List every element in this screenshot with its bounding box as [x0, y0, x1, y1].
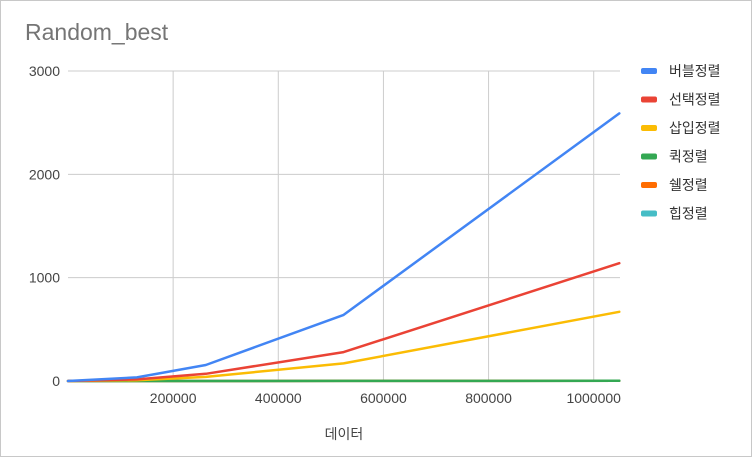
y-tick-label: 0	[52, 373, 60, 389]
x-tick-label: 1000000	[566, 390, 621, 406]
legend-label: 힙정렬	[669, 207, 708, 223]
legend-label: 퀵정렬	[669, 150, 708, 166]
legend-label: 버블정렬	[669, 64, 721, 80]
y-tick-label: 1000	[29, 270, 60, 286]
legend-swatch	[641, 68, 657, 74]
series-line-삽입정렬	[66, 310, 621, 383]
x-tick-label: 800000	[465, 390, 512, 406]
legend-swatch	[641, 153, 657, 160]
series-line-선택정렬	[66, 261, 621, 383]
x-tick-label: 200000	[150, 390, 197, 406]
y-tick-label: 2000	[29, 166, 60, 182]
legend-swatch	[641, 125, 657, 131]
legend-label: 삽입정렬	[669, 121, 721, 137]
legend-swatch	[641, 96, 657, 103]
x-axis-title: 데이터	[325, 427, 364, 443]
legend-swatch	[641, 210, 657, 217]
x-tick-label: 400000	[255, 390, 302, 406]
x-tick-label: 600000	[360, 390, 407, 406]
legend-label: 선택정렬	[669, 93, 721, 109]
grid-layer	[68, 70, 620, 382]
y-tick-label: 3000	[29, 63, 60, 79]
series-line-버블정렬	[66, 112, 621, 383]
chart-title: Random_best	[25, 19, 169, 45]
legend-label: 쉘정렬	[669, 178, 708, 194]
series-layer	[66, 112, 621, 383]
legend-swatch	[641, 182, 657, 188]
